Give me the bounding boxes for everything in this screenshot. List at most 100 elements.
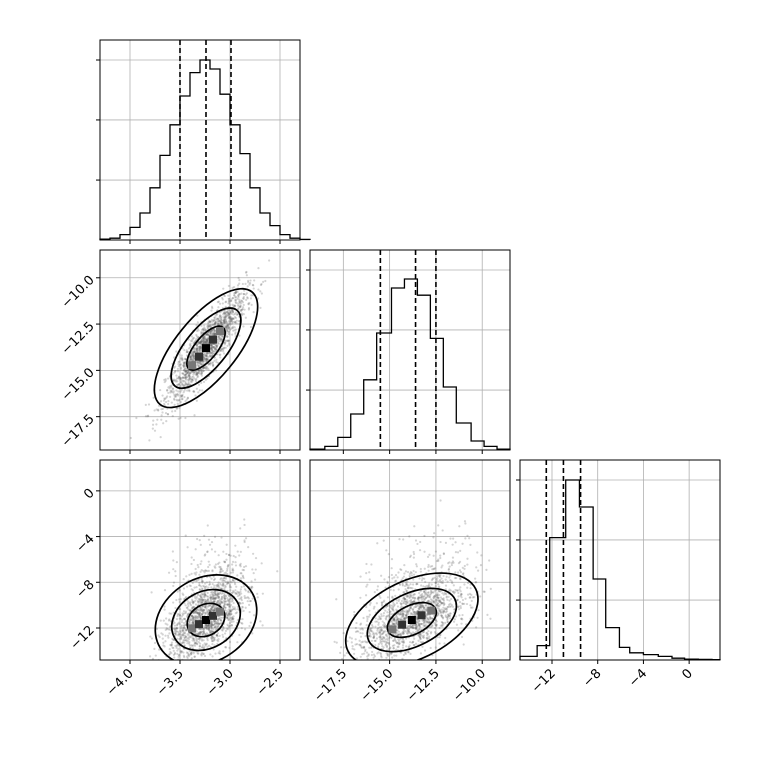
- scatter-point: [201, 587, 204, 590]
- scatter-point: [226, 613, 229, 616]
- scatter-point: [204, 613, 207, 616]
- scatter-point: [359, 662, 361, 664]
- scatter-point: [207, 605, 210, 608]
- scatter-point: [401, 663, 403, 665]
- scatter-point: [229, 310, 232, 314]
- scatter-point: [219, 339, 223, 342]
- scatter-point: [189, 380, 192, 383]
- scatter-point: [193, 640, 196, 643]
- scatter-point: [385, 618, 388, 621]
- scatter-point: [195, 611, 199, 615]
- scatter-point: [425, 591, 428, 594]
- scatter-point: [242, 569, 246, 572]
- scatter-point: [211, 591, 214, 594]
- scatter-point: [223, 632, 227, 635]
- scatter-point: [399, 634, 402, 637]
- scatter-point: [174, 365, 177, 368]
- scatter-point: [216, 599, 219, 603]
- scatter-point: [194, 548, 197, 551]
- scatter-point: [253, 279, 256, 282]
- scatter-point: [227, 311, 230, 314]
- scatter-point: [184, 399, 187, 403]
- scatter-point: [390, 613, 394, 616]
- scatter-point: [191, 352, 195, 355]
- scatter-point: [165, 420, 168, 423]
- scatter-point: [410, 594, 413, 597]
- scatter-point: [442, 552, 445, 556]
- scatter-point: [230, 318, 233, 321]
- scatter-point: [191, 378, 194, 381]
- scatter-point: [242, 292, 246, 296]
- scatter-point: [209, 332, 212, 336]
- scatter-point: [231, 320, 234, 323]
- scatter-point: [184, 639, 187, 642]
- scatter-point: [197, 627, 200, 630]
- scatter-point: [416, 604, 419, 608]
- scatter-point: [231, 317, 234, 320]
- scatter-point: [164, 411, 168, 415]
- scatter-point: [201, 360, 204, 363]
- scatter-point: [182, 587, 186, 590]
- scatter-point: [372, 665, 374, 667]
- scatter-point: [409, 652, 412, 655]
- scatter-point: [164, 400, 168, 404]
- scatter-point: [375, 620, 379, 623]
- scatter-point: [195, 633, 198, 636]
- scatter-point: [231, 303, 234, 306]
- scatter-point: [173, 366, 176, 369]
- scatter-point: [230, 624, 233, 627]
- scatter-point: [200, 360, 203, 363]
- scatter-point: [397, 638, 400, 641]
- scatter-point: [412, 600, 415, 604]
- scatter-point: [232, 615, 235, 618]
- scatter-point: [402, 632, 405, 635]
- scatter-point: [159, 388, 162, 392]
- scatter-point: [173, 630, 176, 633]
- histogram-2: [519, 479, 721, 661]
- scatter-point: [214, 314, 217, 317]
- scatter-point: [184, 381, 187, 385]
- scatter-point: [407, 613, 410, 616]
- scatter-point: [402, 631, 405, 634]
- scatter-point: [207, 321, 210, 324]
- scatter-point: [406, 632, 409, 635]
- scatter-point: [415, 616, 419, 619]
- scatter-point: [411, 623, 415, 627]
- scatter-point: [177, 621, 180, 624]
- scatter-point: [206, 624, 209, 627]
- scatter-point: [415, 627, 418, 630]
- scatter-point: [206, 339, 209, 342]
- scatter-point: [392, 604, 396, 607]
- scatter-point: [219, 356, 222, 359]
- scatter-point: [435, 598, 439, 601]
- scatter-point: [219, 578, 222, 581]
- scatter-point: [406, 609, 409, 613]
- scatter-point: [223, 595, 226, 599]
- scatter-point: [390, 558, 394, 561]
- scatter-point: [402, 613, 405, 616]
- scatter-point: [435, 603, 438, 607]
- scatter-point: [199, 602, 202, 605]
- scatter-point: [187, 379, 191, 382]
- scatter-point: [241, 308, 244, 311]
- y-tick-label: −4: [73, 532, 97, 556]
- scatter-point: [240, 627, 243, 630]
- scatter-point: [234, 291, 237, 294]
- scatter-point: [197, 346, 200, 349]
- scatter-point: [199, 609, 202, 612]
- scatter-point: [192, 352, 195, 355]
- scatter-point: [189, 584, 192, 588]
- scatter-point: [384, 638, 387, 641]
- scatter-point: [228, 602, 231, 605]
- scatter-point: [207, 565, 210, 569]
- scatter-point: [209, 630, 212, 633]
- scatter-point: [196, 361, 200, 364]
- scatter-point: [176, 393, 179, 396]
- scatter-point: [432, 596, 435, 599]
- scatter-point: [195, 586, 198, 589]
- scatter-point: [216, 322, 220, 325]
- scatter-point: [178, 598, 181, 601]
- scatter-point: [163, 397, 167, 401]
- scatter-point: [222, 601, 225, 604]
- scatter-point: [198, 612, 201, 616]
